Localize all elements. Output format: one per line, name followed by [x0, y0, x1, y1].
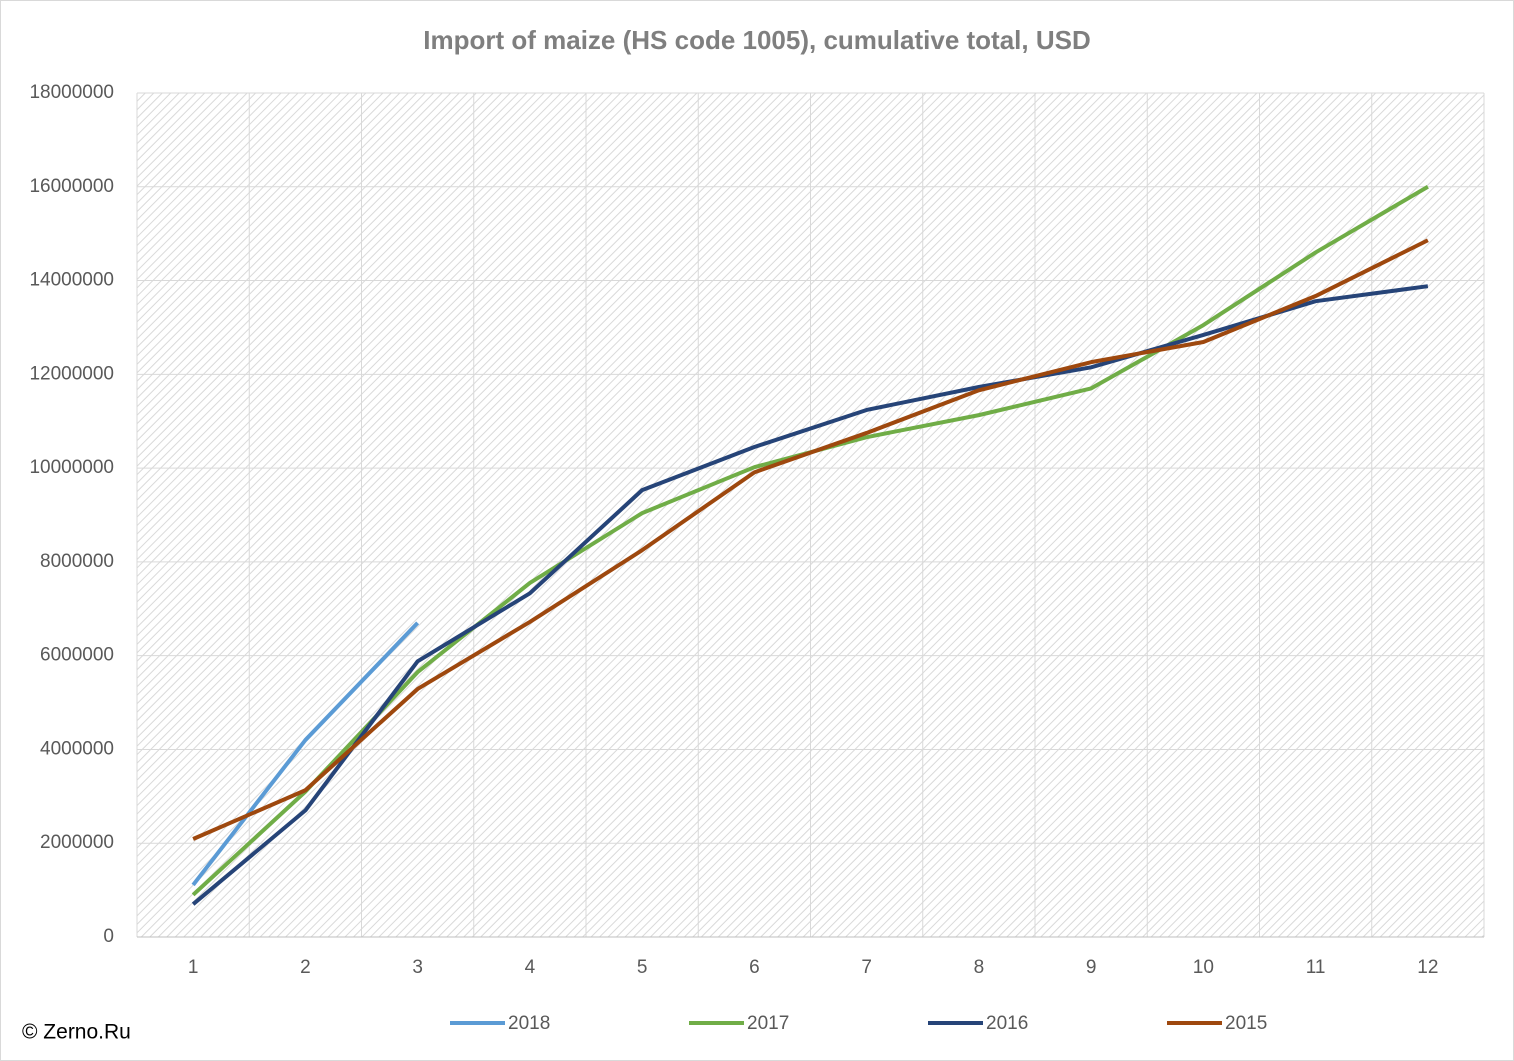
x-tick-label: 5 [637, 957, 648, 978]
series-line [192, 238, 1429, 841]
y-tick-label: 12000000 [29, 363, 114, 384]
legend-label: 2015 [1225, 1013, 1267, 1034]
x-tick-label: 11 [1306, 957, 1326, 978]
credit: © Zerno.Ru [22, 1021, 131, 1044]
x-tick-label: 3 [412, 957, 423, 978]
x-tick-label: 4 [525, 957, 536, 978]
legend-label: 2018 [508, 1013, 550, 1034]
series-line [191, 621, 420, 887]
chart-title: Import of maize (HS code 1005), cumulati… [423, 25, 1090, 55]
legend-label: 2016 [986, 1013, 1028, 1034]
x-tick-label: 7 [861, 957, 872, 978]
y-tick-label: 4000000 [40, 738, 114, 759]
y-tick-label: 6000000 [40, 645, 114, 666]
y-tick-label: 18000000 [29, 82, 114, 103]
y-tick-label: 8000000 [40, 551, 114, 572]
x-tick-label: 8 [974, 957, 985, 978]
legend-label: 2017 [747, 1013, 789, 1034]
x-tick-label: 1 [188, 957, 199, 978]
y-tick-label: 2000000 [40, 832, 114, 853]
x-tick-label: 10 [1193, 957, 1214, 978]
series-line [191, 284, 1429, 906]
y-tick-label: 14000000 [29, 270, 114, 291]
x-tick-label: 2 [300, 957, 311, 978]
y-tick-label: 0 [103, 926, 114, 947]
y-tick-label: 16000000 [29, 176, 114, 197]
x-tick-label: 12 [1417, 957, 1438, 978]
x-tick-label: 9 [1086, 957, 1097, 978]
y-tick-label: 10000000 [29, 457, 114, 478]
x-tick-label: 6 [749, 957, 760, 978]
